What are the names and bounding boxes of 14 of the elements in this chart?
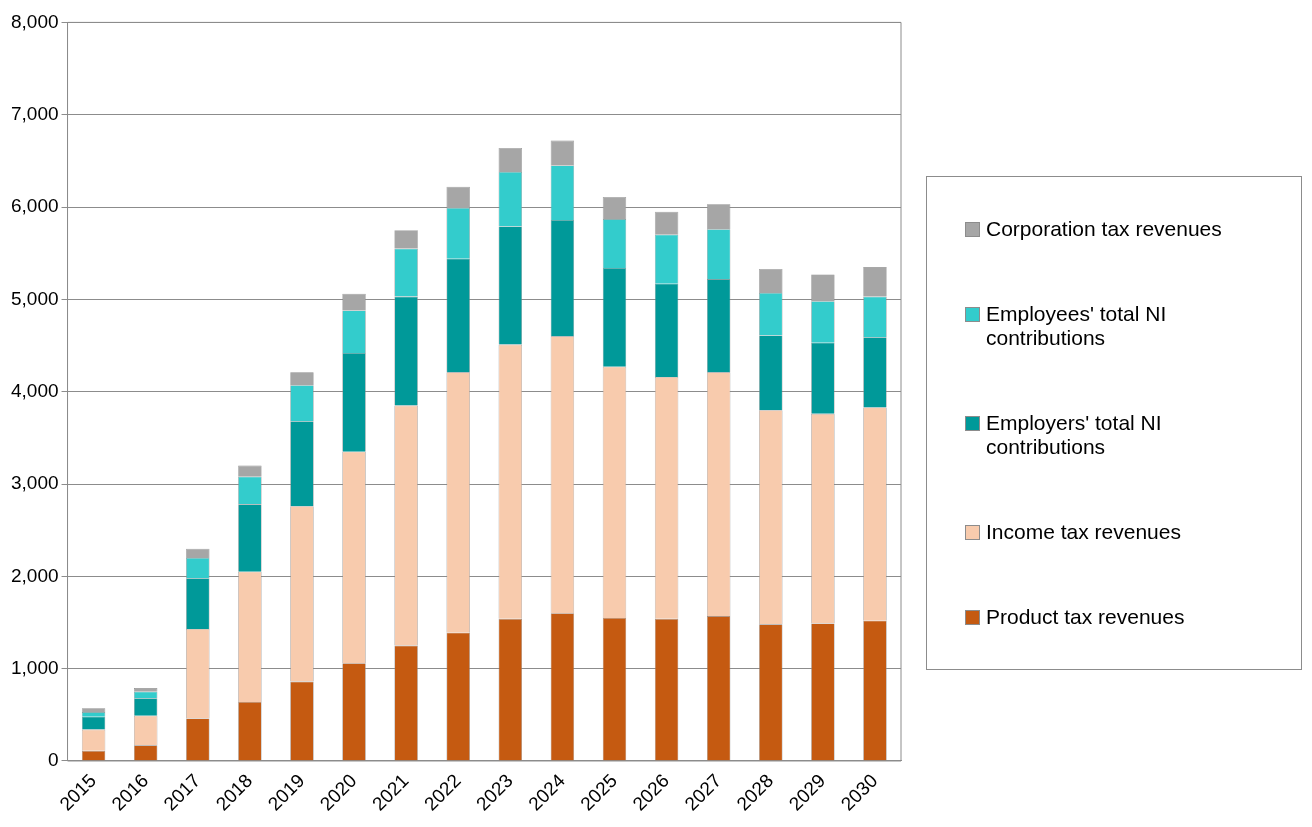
legend-label: Corporation tax revenues — [986, 217, 1222, 242]
y-tick-label: 2,000 — [11, 564, 59, 586]
y-tick-label: 8,000 — [11, 10, 59, 32]
legend-label: Employers' total NI contributions — [986, 410, 1163, 459]
y-tick-label: 7,000 — [11, 102, 59, 124]
y-tick-label: 6,000 — [11, 195, 59, 217]
legend-label: Product tax revenues — [986, 604, 1185, 629]
legend-label: Income tax revenues — [986, 519, 1181, 544]
y-tick-label: 0 — [47, 749, 59, 771]
y-tick-label: 4,000 — [11, 379, 59, 401]
y-tick-label: 1,000 — [11, 656, 59, 678]
legend-label: Employees' total NI contributions — [986, 302, 1168, 351]
y-tick-label: 3,000 — [11, 472, 59, 494]
y-tick-label: 5,000 — [11, 287, 59, 309]
